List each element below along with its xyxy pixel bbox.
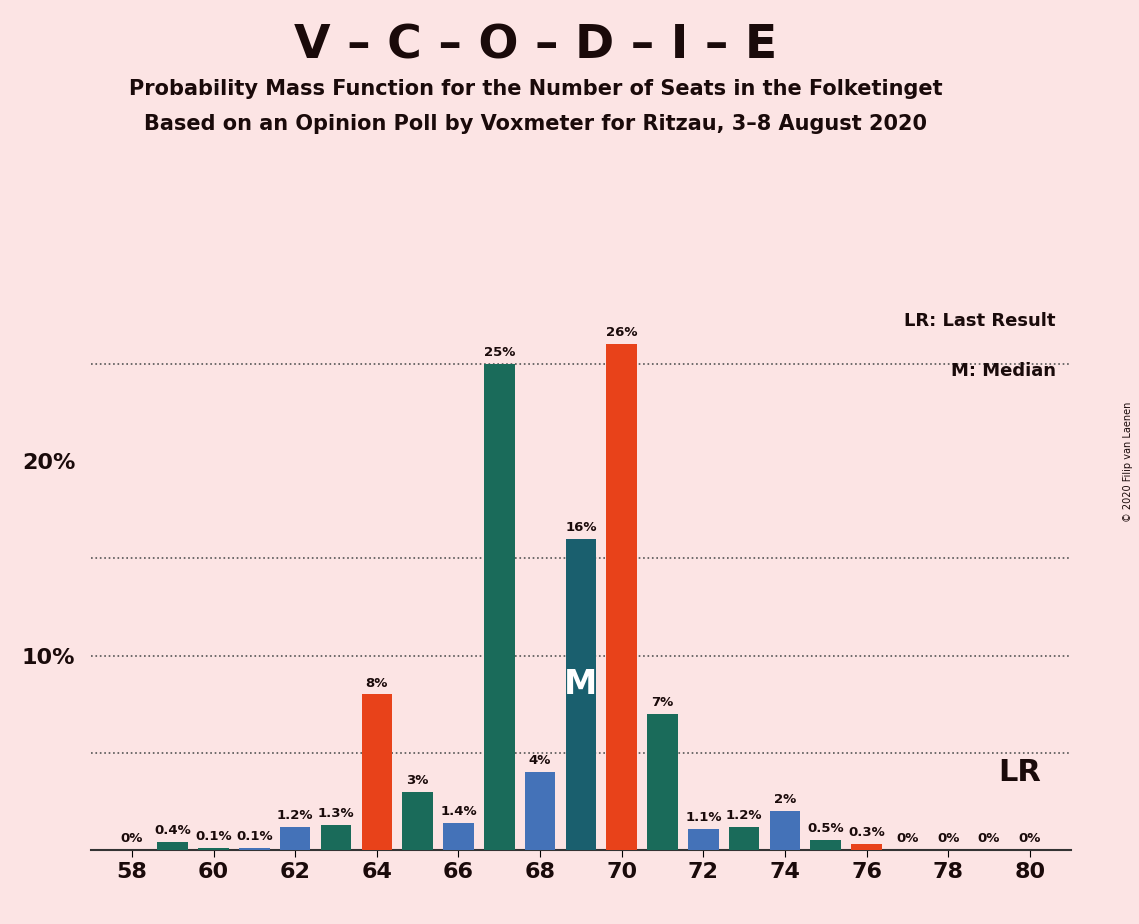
Bar (321, 825, 351, 850)
Bar (729, 827, 760, 850)
Text: 1.1%: 1.1% (685, 811, 722, 824)
Text: V – C – O – D – I – E: V – C – O – D – I – E (294, 23, 777, 68)
Bar (647, 714, 678, 850)
Text: 0%: 0% (978, 833, 1000, 845)
Bar (688, 829, 719, 850)
Text: LR: LR (999, 758, 1041, 787)
Bar (361, 695, 392, 850)
Text: © 2020 Filip van Laenen: © 2020 Filip van Laenen (1123, 402, 1133, 522)
Text: 16%: 16% (565, 521, 597, 534)
Text: 0.4%: 0.4% (155, 824, 191, 837)
Bar (443, 823, 474, 850)
Bar (198, 848, 229, 850)
Text: Probability Mass Function for the Number of Seats in the Folketinget: Probability Mass Function for the Number… (129, 79, 942, 99)
Text: 0%: 0% (937, 833, 959, 845)
Text: 0%: 0% (121, 833, 144, 845)
Text: 4%: 4% (528, 754, 551, 768)
Text: 8%: 8% (366, 676, 388, 689)
Text: 3%: 3% (407, 774, 428, 787)
Bar (606, 345, 637, 850)
Text: 0.3%: 0.3% (849, 826, 885, 839)
Bar (811, 840, 841, 850)
Text: 1.4%: 1.4% (440, 805, 477, 818)
Text: 1.2%: 1.2% (726, 808, 762, 821)
Text: M: M (564, 668, 598, 701)
Text: 0.5%: 0.5% (808, 822, 844, 835)
Text: 7%: 7% (652, 696, 673, 709)
Text: 0%: 0% (896, 833, 918, 845)
Bar (157, 843, 188, 850)
Text: M: Median: M: Median (951, 362, 1056, 380)
Bar (525, 772, 556, 850)
Text: 1.3%: 1.3% (318, 807, 354, 820)
Text: 0%: 0% (1018, 833, 1041, 845)
Bar (851, 845, 882, 850)
Text: LR: Last Result: LR: Last Result (904, 312, 1056, 330)
Bar (770, 811, 801, 850)
Text: 25%: 25% (484, 346, 515, 359)
Text: 2%: 2% (773, 794, 796, 807)
Bar (484, 364, 515, 850)
Text: 0.1%: 0.1% (195, 831, 232, 844)
Text: Based on an Opinion Poll by Voxmeter for Ritzau, 3–8 August 2020: Based on an Opinion Poll by Voxmeter for… (144, 114, 927, 134)
Text: 26%: 26% (606, 326, 638, 339)
Bar (239, 848, 270, 850)
Bar (566, 539, 596, 850)
Bar (280, 827, 311, 850)
Bar (402, 792, 433, 850)
Text: 0.1%: 0.1% (236, 831, 272, 844)
Text: 1.2%: 1.2% (277, 808, 313, 821)
